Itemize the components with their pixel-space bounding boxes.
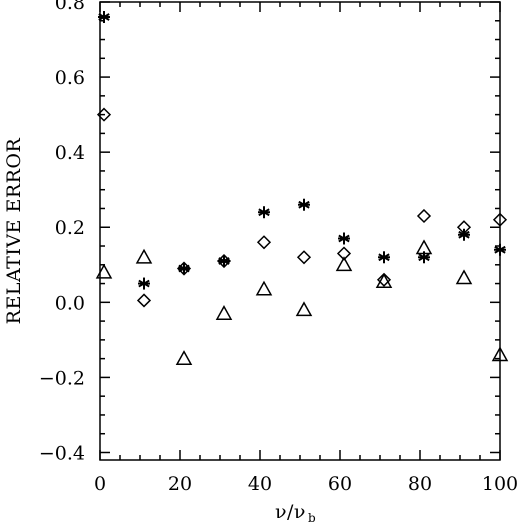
x-tick-label: 0 xyxy=(94,473,106,495)
asterisk-marker xyxy=(298,198,310,211)
x-tick-label: 80 xyxy=(408,473,432,495)
triangle-marker xyxy=(255,280,273,296)
asterisk-marker xyxy=(458,228,470,241)
triangle-marker xyxy=(455,269,473,285)
x-tick-label: 40 xyxy=(248,473,272,495)
asterisk-marker xyxy=(138,277,150,290)
diamond-marker xyxy=(176,261,192,276)
y-tick-label: 0.0 xyxy=(55,292,85,314)
axis-tick-labels: 0 20 40 60 80 100 −0.4 −0.2 0.0 0.2 0.4 0.6 0.8 xyxy=(39,0,518,495)
diamond-marker xyxy=(136,293,152,308)
x-tick-label: 60 xyxy=(328,473,352,495)
y-tick-label: 0.6 xyxy=(55,67,85,89)
asterisk-marker xyxy=(218,255,230,268)
triangle-marker xyxy=(415,239,433,255)
plot-frame xyxy=(99,1,501,461)
asterisk-marker xyxy=(98,11,110,24)
asterisk-marker xyxy=(494,243,506,256)
diamond-marker xyxy=(296,250,312,265)
diamond-marker xyxy=(256,235,272,250)
diamond-marker xyxy=(492,212,508,227)
x-axis-title: ν/ν xyxy=(275,501,306,523)
triangle-marker xyxy=(491,346,509,362)
y-axis-title: RELATIVE ERROR xyxy=(3,137,25,324)
y-tick-label: 0.4 xyxy=(55,142,85,164)
triangle-marker xyxy=(215,305,233,320)
y-tick-label: 0.2 xyxy=(55,217,85,239)
diamond-marker xyxy=(96,107,112,122)
data-markers xyxy=(95,11,509,365)
triangle-marker xyxy=(95,263,113,279)
axis-ticks xyxy=(99,1,501,460)
asterisk-marker xyxy=(378,251,390,264)
diamond-marker xyxy=(376,272,392,287)
triangle-marker xyxy=(335,256,353,272)
triangle-marker xyxy=(295,301,313,317)
x-axis-title-subscript: b xyxy=(308,511,316,525)
diamond-marker xyxy=(456,220,472,235)
asterisk-marker xyxy=(178,262,190,275)
y-tick-label: −0.4 xyxy=(39,442,85,464)
triangle-marker xyxy=(175,350,193,365)
diamond-marker xyxy=(336,246,352,261)
asterisk-marker xyxy=(338,232,350,245)
diamond-marker xyxy=(416,208,432,224)
x-tick-label: 100 xyxy=(482,473,518,495)
diamond-marker xyxy=(216,253,232,269)
triangle-marker xyxy=(135,248,153,264)
asterisk-marker xyxy=(258,206,270,219)
y-tick-label: −0.2 xyxy=(39,367,85,389)
x-tick-label: 20 xyxy=(168,473,192,495)
y-tick-label: 0.8 xyxy=(55,0,85,14)
triangle-marker xyxy=(375,273,393,289)
